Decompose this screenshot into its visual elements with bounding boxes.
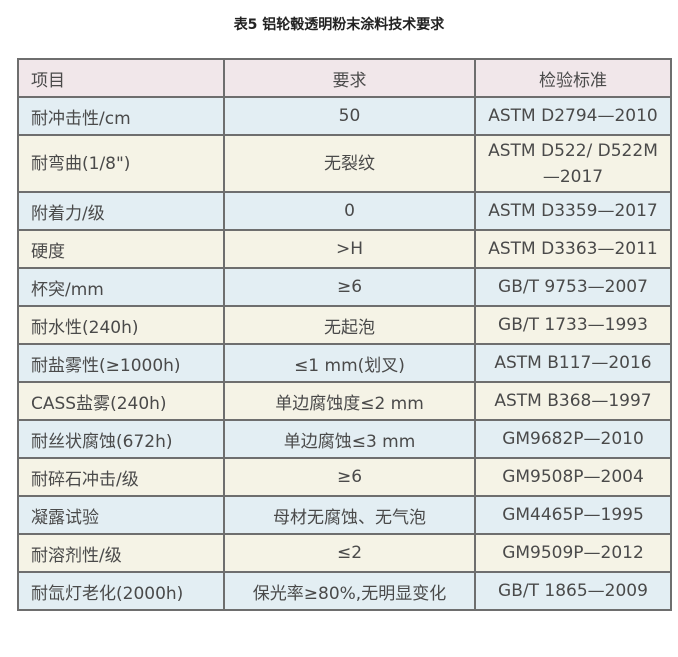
cell-item: 硬度 — [17, 229, 225, 269]
cell-standard: GB/T 1733—1993 — [474, 305, 672, 345]
cell-requirement: >H — [223, 229, 476, 269]
cell-standard: GM9682P—2010 — [474, 419, 672, 459]
table-row: CASS盐雾(240h) 单边腐蚀度≤2 mm ASTM B368—1997 — [17, 381, 672, 421]
cell-requirement: ≥6 — [223, 457, 476, 497]
cell-standard: ASTM D522/ D522M—2017 — [474, 134, 672, 193]
table-row: 耐盐雾性(≥1000h) ≤1 mm(划叉) ASTM B117—2016 — [17, 343, 672, 383]
cell-requirement: 保光率≥80%,无明显变化 — [223, 571, 476, 611]
cell-standard: GM4465P—1995 — [474, 495, 672, 535]
header-requirement: 要求 — [223, 58, 476, 98]
cell-item: 耐丝状腐蚀(672h) — [17, 419, 225, 459]
cell-requirement: ≤2 — [223, 533, 476, 573]
cell-requirement: ≤1 mm(划叉) — [223, 343, 476, 383]
cell-requirement: 无起泡 — [223, 305, 476, 345]
table-row: 耐冲击性/cm 50 ASTM D2794—2010 — [17, 96, 672, 136]
cell-standard: ASTM B368—1997 — [474, 381, 672, 421]
cell-requirement: 0 — [223, 191, 476, 231]
cell-standard: GM9508P—2004 — [474, 457, 672, 497]
header-row: 项目 要求 检验标准 — [17, 58, 672, 98]
cell-requirement: 无裂纹 — [223, 134, 476, 193]
cell-item: 耐溶剂性/级 — [17, 533, 225, 573]
header-standard: 检验标准 — [474, 58, 672, 98]
cell-requirement: 母材无腐蚀、无气泡 — [223, 495, 476, 535]
cell-standard: GB/T 1865—2009 — [474, 571, 672, 611]
cell-standard: ASTM D3363—2011 — [474, 229, 672, 269]
table-row: 附着力/级 0 ASTM D3359—2017 — [17, 191, 672, 231]
table-row: 耐水性(240h) 无起泡 GB/T 1733—1993 — [17, 305, 672, 345]
cell-item: CASS盐雾(240h) — [17, 381, 225, 421]
cell-item: 耐碎石冲击/级 — [17, 457, 225, 497]
cell-standard: ASTM D2794—2010 — [474, 96, 672, 136]
cell-item: 耐水性(240h) — [17, 305, 225, 345]
cell-standard: ASTM D3359—2017 — [474, 191, 672, 231]
cell-item: 耐盐雾性(≥1000h) — [17, 343, 225, 383]
table-row: 杯突/mm ≥6 GB/T 9753—2007 — [17, 267, 672, 307]
cell-standard: GB/T 9753—2007 — [474, 267, 672, 307]
cell-requirement: 单边腐蚀度≤2 mm — [223, 381, 476, 421]
cell-item: 凝露试验 — [17, 495, 225, 535]
table-title: 表5 铝轮毂透明粉末涂料技术要求 — [233, 17, 445, 33]
table-row: 耐丝状腐蚀(672h) 单边腐蚀≤3 mm GM9682P—2010 — [17, 419, 672, 459]
cell-item: 耐氙灯老化(2000h) — [17, 571, 225, 611]
cell-standard: GM9509P—2012 — [474, 533, 672, 573]
table-row: 耐氙灯老化(2000h) 保光率≥80%,无明显变化 GB/T 1865—2009 — [17, 571, 672, 611]
cell-requirement: 单边腐蚀≤3 mm — [223, 419, 476, 459]
cell-item: 耐冲击性/cm — [17, 96, 225, 136]
table-row: 凝露试验 母材无腐蚀、无气泡 GM4465P—1995 — [17, 495, 672, 535]
cell-item: 耐弯曲(1/8") — [17, 134, 225, 193]
header-item: 项目 — [17, 58, 225, 98]
cell-requirement: ≥6 — [223, 267, 476, 307]
cell-standard: ASTM B117—2016 — [474, 343, 672, 383]
cell-requirement: 50 — [223, 96, 476, 136]
table-row: 耐弯曲(1/8") 无裂纹 ASTM D522/ D522M—2017 — [17, 134, 672, 193]
cell-item: 附着力/级 — [17, 191, 225, 231]
table-row: 耐碎石冲击/级 ≥6 GM9508P—2004 — [17, 457, 672, 497]
cell-item: 杯突/mm — [17, 267, 225, 307]
table-row: 耐溶剂性/级 ≤2 GM9509P—2012 — [17, 533, 672, 573]
table-row: 硬度 >H ASTM D3363—2011 — [17, 229, 672, 269]
requirements-table: 项目 要求 检验标准 耐冲击性/cm 50 ASTM D2794—2010 耐弯曲(1… — [17, 58, 672, 611]
